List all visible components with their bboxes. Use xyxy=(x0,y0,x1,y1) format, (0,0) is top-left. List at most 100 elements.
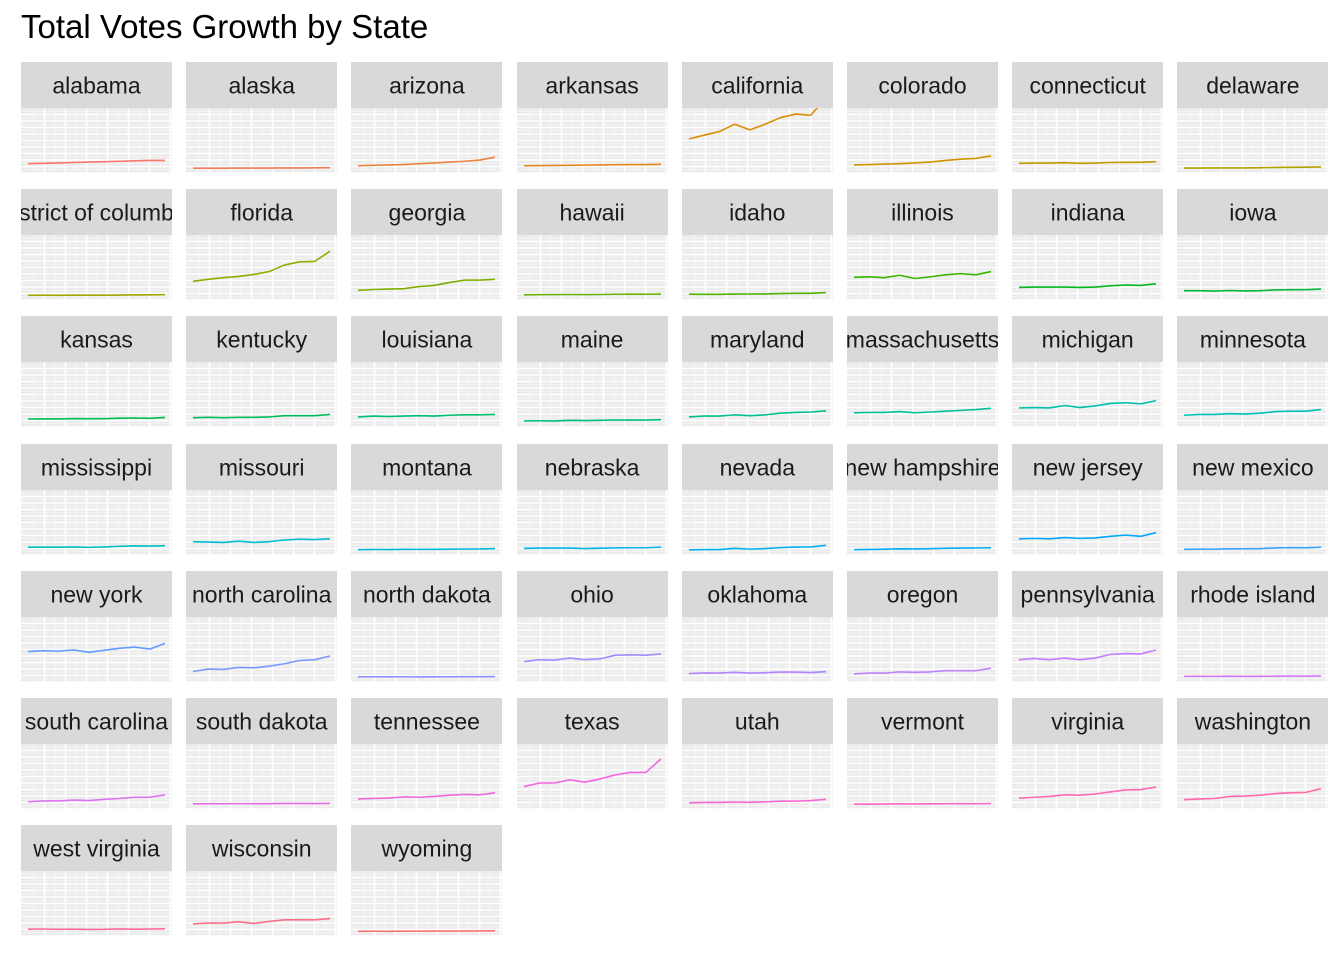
series-line xyxy=(853,407,992,415)
facet-panel: maryland xyxy=(681,316,833,428)
series-line xyxy=(358,547,496,551)
facet-strip-label: washington xyxy=(1194,708,1312,735)
facet-plot-area xyxy=(681,362,833,428)
facet-strip-label: north carolina xyxy=(192,581,332,608)
facet-plot-area xyxy=(516,362,668,428)
facet-panel: north carolina xyxy=(186,570,338,682)
facet-strip: hawaii xyxy=(516,189,668,236)
facet-plot-area xyxy=(21,489,172,555)
facet-plot-area xyxy=(186,362,338,428)
facet-plot-area xyxy=(516,235,668,301)
facet-panel: oregon xyxy=(847,570,998,682)
facet-strip-label: montana xyxy=(382,454,472,481)
facet-plot-area xyxy=(21,108,172,173)
facet-strip-label: tennessee xyxy=(373,708,480,735)
facet-strip-label: minnesota xyxy=(1199,326,1306,353)
series-line xyxy=(27,417,166,421)
facet-panel: washington xyxy=(1177,698,1329,809)
facet-panel: west virginia xyxy=(21,825,172,937)
series-line xyxy=(1184,409,1322,417)
facet-panel: pennsylvania xyxy=(1012,570,1164,682)
facet-strip: alaska xyxy=(186,62,338,108)
facet-strip: south dakota xyxy=(186,698,338,744)
series-line xyxy=(193,917,331,925)
facet-plot-area xyxy=(351,108,503,173)
facet-panel: north dakota xyxy=(351,570,503,682)
facet-strip: utah xyxy=(681,698,833,744)
facet-strip-label: rhode island xyxy=(1190,581,1316,608)
facet-strip: district of columbia xyxy=(21,189,172,236)
facet-strip: montana xyxy=(351,443,503,490)
facet-panel: florida xyxy=(186,189,338,301)
facet-panel: alabama xyxy=(21,62,172,173)
facet-strip: massachusetts xyxy=(847,316,998,363)
facet-strip: alabama xyxy=(21,62,172,108)
facet-strip-label: massachusetts xyxy=(847,326,998,353)
series-line xyxy=(1019,400,1157,410)
facet-strip-label: ohio xyxy=(570,581,614,608)
facet-strip-label: delaware xyxy=(1206,72,1300,99)
facet-plot-area xyxy=(681,744,833,809)
series-line xyxy=(1184,787,1322,801)
facet-panel: idaho xyxy=(681,189,833,301)
facet-panel: district of columbia xyxy=(21,189,172,301)
facet-plot-area xyxy=(186,744,338,809)
facet-panel: arizona xyxy=(351,62,503,173)
facet-strip: kansas xyxy=(21,316,172,363)
facet-strip-label: indiana xyxy=(1050,199,1125,226)
facet-plot-area xyxy=(1177,616,1329,682)
facet-plot-area xyxy=(351,362,503,428)
facet-plot-area xyxy=(21,616,172,682)
facet-panel: texas xyxy=(516,698,668,809)
series-line xyxy=(688,410,826,419)
series-line xyxy=(688,108,818,140)
facet-plot-area xyxy=(847,235,998,301)
facet-strip-label: arizona xyxy=(389,72,465,99)
facet-strip-label: michigan xyxy=(1041,326,1134,353)
facet-panel: south dakota xyxy=(186,698,338,809)
series-line xyxy=(688,291,826,296)
facet-strip-label: alabama xyxy=(52,72,141,99)
facet-panel: illinois xyxy=(847,189,998,301)
facet-panel: hawaii xyxy=(516,189,668,301)
facet-panel: delaware xyxy=(1177,62,1329,173)
facet-plot-area xyxy=(1012,235,1164,301)
facet-plot-area xyxy=(516,108,668,173)
facet-panel: massachusetts xyxy=(847,316,998,428)
series-line xyxy=(27,544,166,548)
facet-panel: mississippi xyxy=(21,443,172,555)
facet-plot-area xyxy=(1012,108,1164,173)
facet-plot-area xyxy=(1177,362,1329,428)
facet-strip-label: hawaii xyxy=(559,199,625,226)
facet-panel: michigan xyxy=(1012,316,1164,428)
facet-strip: iowa xyxy=(1177,189,1329,236)
facet-panel: new jersey xyxy=(1012,443,1164,555)
facet-strip: washington xyxy=(1177,698,1329,744)
facet-panel: alaska xyxy=(186,62,338,173)
facet-panel: new york xyxy=(21,570,172,682)
facet-strip: west virginia xyxy=(21,825,172,872)
facet-panel: minnesota xyxy=(1177,316,1329,428)
series-line xyxy=(193,537,331,543)
series-line xyxy=(193,414,331,419)
facet-strip: new hampshire xyxy=(847,443,998,490)
facet-plot-area xyxy=(1177,235,1329,301)
facet-strip: ohio xyxy=(516,570,668,617)
series-line xyxy=(1184,166,1322,169)
facet-panel: nebraska xyxy=(516,443,668,555)
series-line xyxy=(1184,288,1322,293)
facet-plot-area xyxy=(847,616,998,682)
series-line xyxy=(27,928,166,931)
series-line xyxy=(523,758,662,788)
facet-panel: rhode island xyxy=(1177,570,1329,682)
facet-plot-area xyxy=(21,871,172,937)
series-line xyxy=(688,544,826,551)
facet-plot-area xyxy=(21,362,172,428)
facet-panel: wyoming xyxy=(351,825,503,937)
series-line xyxy=(1019,283,1157,289)
facet-plot-area xyxy=(1177,744,1329,809)
series-line xyxy=(853,546,992,551)
facet-panel: montana xyxy=(351,443,503,555)
facet-strip-label: north dakota xyxy=(362,581,491,608)
